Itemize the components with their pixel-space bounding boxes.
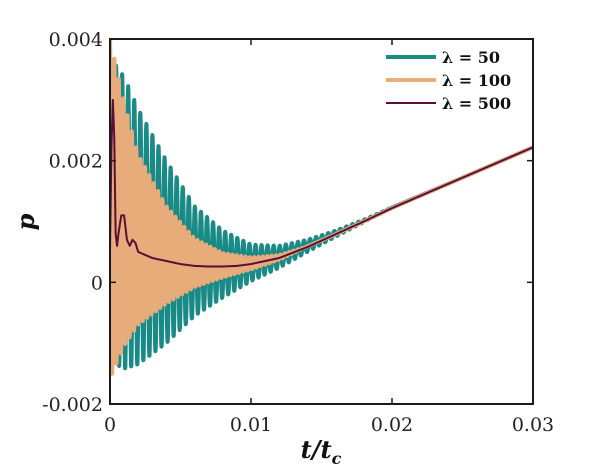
x-axis-label: t/tc <box>301 435 342 468</box>
y-tick-label: -0.002 <box>42 394 103 416</box>
x-tick-label: 0.01 <box>230 414 272 436</box>
y-tick-label: 0 <box>91 272 103 294</box>
legend: λ = 50 λ = 100 λ = 500 <box>386 48 511 113</box>
x-tick-label: 0.03 <box>512 414 554 436</box>
legend-label-1: λ = 100 <box>442 71 511 90</box>
series-layer <box>110 39 533 376</box>
x-axis-label-main: t/t <box>301 435 332 464</box>
x-tick-label: 0.02 <box>371 414 413 436</box>
y-tick-label: 0.004 <box>49 29 103 51</box>
legend-label-2: λ = 500 <box>442 94 511 113</box>
plot-frame <box>109 38 534 405</box>
x-axis-label-subscript: c <box>332 449 342 468</box>
y-tick-label: 0.002 <box>49 151 103 173</box>
x-tick-label: 0 <box>104 414 116 436</box>
y-axis-label: p <box>11 213 40 230</box>
series-line-2 <box>110 98 533 268</box>
legend-label-0: λ = 50 <box>442 48 500 67</box>
